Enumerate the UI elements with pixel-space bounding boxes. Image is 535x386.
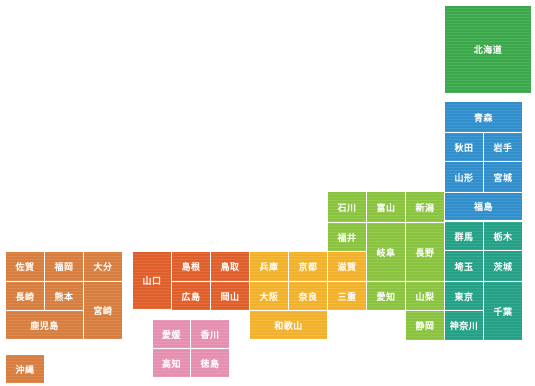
prefecture-miyagi[interactable]: 宮城 [484, 162, 522, 192]
prefecture-label: 福井 [337, 233, 357, 244]
prefecture-label: 静岡 [415, 322, 435, 332]
prefecture-label: 栃木 [493, 232, 513, 243]
prefecture-kagoshima[interactable]: 鹿児島 [6, 311, 83, 339]
prefecture-label: 神奈川 [449, 322, 479, 332]
prefecture-kyoto[interactable]: 京都 [289, 252, 327, 281]
prefecture-shimane[interactable]: 島根 [172, 252, 210, 281]
prefecture-nara[interactable]: 奈良 [289, 282, 327, 310]
prefecture-label: 宮城 [493, 173, 513, 184]
prefecture-yamaguchi[interactable]: 山口 [133, 252, 171, 309]
prefecture-saitama[interactable]: 埼玉 [445, 251, 483, 281]
prefecture-label: 宮崎 [93, 307, 113, 317]
prefecture-fukushima[interactable]: 福島 [445, 193, 522, 220]
prefecture-label: 大阪 [259, 292, 279, 303]
prefecture-kochi[interactable]: 高知 [153, 349, 190, 377]
prefecture-label: 新潟 [415, 203, 435, 214]
prefecture-osaka[interactable]: 大阪 [250, 282, 288, 310]
prefecture-saga[interactable]: 佐賀 [6, 252, 44, 281]
prefecture-label: 富山 [376, 203, 396, 214]
prefecture-wakayama[interactable]: 和歌山 [250, 311, 327, 339]
prefecture-tokyo[interactable]: 東京 [445, 282, 483, 310]
prefecture-label: 京都 [298, 263, 318, 273]
prefecture-okinawa[interactable]: 沖縄 [6, 355, 44, 383]
prefecture-fukuoka[interactable]: 福岡 [45, 252, 83, 281]
prefecture-label: 滋賀 [337, 263, 357, 273]
prefecture-yamanashi[interactable]: 山梨 [406, 282, 444, 310]
prefecture-chiba[interactable]: 千葉 [484, 282, 522, 340]
prefecture-label: 東京 [454, 292, 474, 303]
prefecture-fukui[interactable]: 福井 [328, 223, 366, 251]
prefecture-tochigi[interactable]: 栃木 [484, 222, 522, 250]
prefecture-iwate[interactable]: 岩手 [484, 133, 522, 161]
prefecture-label: 埼玉 [454, 262, 474, 273]
prefecture-toyama[interactable]: 富山 [367, 192, 405, 222]
prefecture-label: 高知 [161, 359, 181, 370]
prefecture-label: 秋田 [454, 143, 474, 154]
prefecture-label: 青森 [473, 113, 493, 124]
prefecture-oita[interactable]: 大分 [84, 252, 122, 281]
prefecture-tokushima[interactable]: 徳島 [191, 349, 229, 377]
prefecture-label: 岩手 [493, 143, 513, 154]
prefecture-label: 山梨 [415, 292, 435, 303]
prefecture-label: 島根 [181, 263, 201, 273]
prefecture-label: 千葉 [493, 307, 513, 318]
prefecture-label: 山形 [454, 173, 474, 184]
prefecture-kagawa[interactable]: 香川 [191, 320, 229, 348]
prefecture-label: 岐阜 [376, 248, 396, 259]
prefecture-nagano[interactable]: 長野 [406, 223, 444, 281]
prefecture-tottori[interactable]: 鳥取 [211, 252, 249, 281]
prefecture-label: 熊本 [54, 292, 74, 303]
prefecture-kanagawa[interactable]: 神奈川 [445, 311, 483, 340]
prefecture-label: 山口 [142, 277, 162, 287]
prefecture-label: 広島 [181, 292, 201, 303]
prefecture-label: 兵庫 [259, 263, 279, 273]
prefecture-label: 茨城 [493, 262, 513, 273]
prefecture-gunma[interactable]: 群馬 [445, 222, 483, 250]
prefecture-label: 群馬 [454, 232, 474, 243]
prefecture-hyogo[interactable]: 兵庫 [250, 252, 288, 281]
prefecture-label: 大分 [93, 263, 113, 273]
prefecture-label: 福岡 [54, 263, 74, 273]
prefecture-okayama[interactable]: 岡山 [211, 282, 249, 310]
prefecture-label: 沖縄 [15, 365, 35, 376]
prefecture-yamagata[interactable]: 山形 [445, 162, 483, 192]
prefecture-niigata[interactable]: 新潟 [406, 192, 444, 222]
prefecture-kumamoto[interactable]: 熊本 [45, 282, 83, 310]
prefecture-label: 佐賀 [15, 263, 35, 273]
prefecture-akita[interactable]: 秋田 [445, 133, 483, 161]
prefecture-hiroshima[interactable]: 広島 [172, 282, 210, 310]
prefecture-ibaraki[interactable]: 茨城 [484, 251, 522, 281]
prefecture-label: 三重 [337, 292, 357, 303]
prefecture-mie[interactable]: 三重 [328, 282, 366, 310]
prefecture-label: 香川 [200, 330, 220, 341]
prefecture-aomori[interactable]: 青森 [445, 102, 522, 132]
prefecture-miyazaki[interactable]: 宮崎 [84, 282, 122, 339]
prefecture-aichi[interactable]: 愛知 [367, 282, 405, 310]
prefecture-label: 奈良 [298, 292, 318, 303]
prefecture-hokkaido[interactable]: 北海道 [445, 6, 531, 93]
prefecture-label: 北海道 [473, 46, 503, 56]
prefecture-label: 福島 [473, 203, 493, 213]
prefecture-label: 石川 [337, 203, 357, 214]
prefecture-label: 徳島 [200, 359, 220, 370]
prefecture-label: 和歌山 [274, 321, 303, 332]
prefecture-label: 愛知 [376, 292, 396, 303]
prefecture-ishikawa[interactable]: 石川 [328, 192, 366, 222]
prefecture-label: 長崎 [15, 292, 35, 303]
prefecture-shizuoka[interactable]: 静岡 [406, 311, 444, 340]
prefecture-label: 鳥取 [220, 263, 240, 273]
prefecture-ehime[interactable]: 愛媛 [153, 320, 190, 348]
prefecture-label: 鹿児島 [30, 321, 59, 332]
prefecture-shiga[interactable]: 滋賀 [328, 252, 366, 281]
prefecture-label: 愛媛 [161, 330, 181, 341]
prefecture-gifu[interactable]: 岐阜 [367, 223, 405, 281]
prefecture-label: 長野 [415, 248, 435, 259]
prefecture-label: 岡山 [220, 292, 240, 303]
prefecture-nagasaki[interactable]: 長崎 [6, 282, 44, 310]
